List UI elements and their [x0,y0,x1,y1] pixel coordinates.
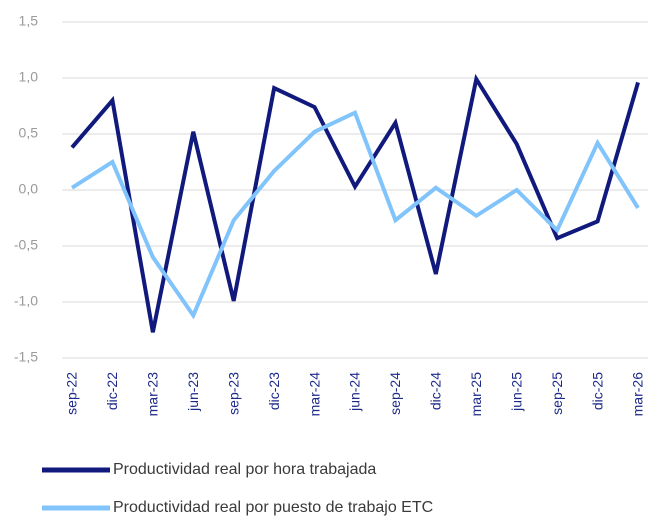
x-tick-label: sep-23 [225,372,241,415]
x-tick-label: dic-25 [589,372,605,410]
series-line [70,109,640,320]
series-line [70,73,640,333]
x-tick-label: mar-25 [468,372,484,417]
y-tick-label: 0,0 [19,181,39,197]
y-tick-label: -1,5 [14,349,38,365]
x-tick-label: sep-24 [387,372,403,415]
x-tick-label: dic-22 [104,372,120,410]
x-tick-label: sep-25 [549,372,565,415]
x-tick-label: sep-22 [64,372,80,415]
x-tick-label: jun-24 [347,372,363,412]
x-tick-label: dic-24 [428,372,444,410]
y-tick-label: -1,0 [14,293,38,309]
y-tick-label: 1,0 [19,69,39,85]
y-tick-label: 1,5 [19,13,39,29]
x-tick-label: jun-25 [508,372,524,412]
legend-label: Productividad real por puesto de trabajo… [113,499,433,516]
x-tick-label: mar-26 [630,372,646,417]
y-tick-label: 0,5 [19,125,39,141]
y-tick-label: -0,5 [14,237,38,253]
x-tick-label: dic-23 [266,372,282,410]
legend-label: Productividad real por hora trabajada [113,461,376,478]
x-tick-label: mar-24 [306,372,322,417]
x-tick-label: jun-23 [185,372,201,412]
x-tick-label: mar-23 [145,372,161,417]
